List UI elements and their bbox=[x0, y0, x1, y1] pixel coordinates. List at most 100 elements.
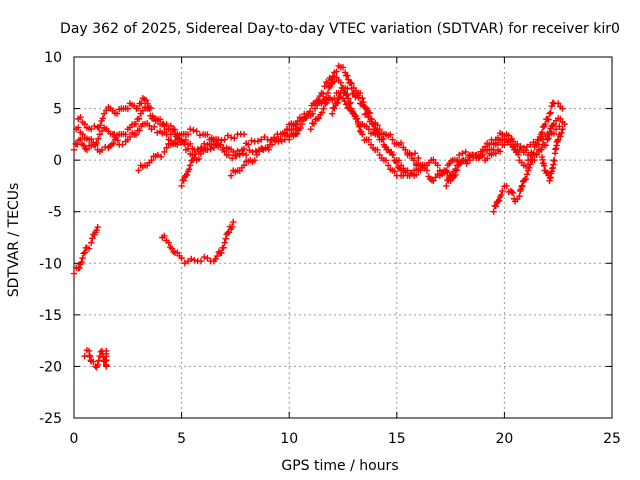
data-point bbox=[124, 105, 131, 112]
data-point bbox=[343, 101, 350, 108]
data-point bbox=[183, 171, 191, 179]
data-point bbox=[193, 128, 200, 135]
data-point bbox=[465, 152, 473, 160]
data-point bbox=[561, 120, 568, 128]
data-point bbox=[329, 110, 336, 117]
data-point bbox=[432, 174, 439, 181]
data-point bbox=[113, 110, 121, 117]
data-point bbox=[230, 148, 237, 156]
data-point bbox=[550, 130, 558, 137]
data-point bbox=[93, 226, 100, 234]
data-point bbox=[70, 146, 78, 154]
data-point bbox=[286, 136, 293, 143]
data-point bbox=[535, 136, 543, 144]
data-point bbox=[236, 151, 243, 159]
data-point bbox=[501, 136, 508, 143]
data-point bbox=[389, 136, 396, 143]
y-tick-label: -10 bbox=[39, 256, 62, 272]
data-point bbox=[298, 120, 306, 128]
data-point bbox=[248, 137, 255, 144]
data-point bbox=[508, 135, 516, 143]
data-point bbox=[161, 232, 168, 240]
data-point bbox=[375, 131, 382, 138]
data-point bbox=[88, 135, 95, 143]
data-point bbox=[135, 115, 143, 122]
data-point bbox=[227, 172, 235, 179]
data-point bbox=[98, 127, 106, 135]
data-point bbox=[165, 239, 172, 246]
data-point bbox=[90, 358, 97, 365]
y-axis-label: SDTVAR / TECUs bbox=[6, 183, 22, 298]
data-point bbox=[514, 140, 521, 148]
data-point bbox=[366, 109, 374, 117]
data-point bbox=[224, 132, 232, 139]
data-point bbox=[344, 72, 351, 79]
data-point bbox=[538, 146, 545, 153]
data-point bbox=[251, 157, 258, 164]
data-point bbox=[98, 146, 106, 154]
data-point bbox=[434, 162, 441, 169]
data-point bbox=[277, 136, 284, 143]
axes-layer bbox=[73, 56, 613, 419]
data-point bbox=[473, 154, 480, 162]
data-point bbox=[142, 96, 150, 104]
data-point bbox=[514, 148, 521, 156]
data-point bbox=[214, 136, 222, 143]
data-point bbox=[171, 126, 178, 133]
data-point bbox=[354, 118, 362, 126]
data-point bbox=[402, 146, 409, 154]
data-point bbox=[518, 183, 525, 190]
data-point bbox=[151, 123, 158, 130]
data-point bbox=[181, 140, 188, 148]
data-point bbox=[339, 64, 347, 71]
data-point bbox=[559, 105, 566, 112]
data-point bbox=[337, 89, 345, 97]
data-point bbox=[462, 148, 469, 156]
data-point bbox=[94, 223, 101, 231]
data-point bbox=[99, 115, 107, 122]
data-point bbox=[102, 143, 109, 151]
data-point bbox=[258, 136, 265, 143]
data-point bbox=[445, 177, 452, 184]
data-point bbox=[75, 124, 82, 131]
y-tick-label: -5 bbox=[48, 205, 62, 221]
data-point bbox=[188, 255, 195, 263]
data-point bbox=[85, 245, 93, 252]
data-point bbox=[459, 150, 466, 157]
data-point bbox=[97, 122, 104, 129]
y-tick-label: 5 bbox=[53, 102, 62, 118]
data-point bbox=[329, 73, 336, 80]
data-point bbox=[78, 258, 85, 266]
data-point bbox=[337, 79, 345, 86]
ticks-layer: 0 5 10 15 20 25 -25 -20 -15 -10 -5 0 5 10 bbox=[39, 50, 621, 447]
data-point bbox=[546, 128, 553, 136]
data-point bbox=[79, 131, 86, 138]
data-point bbox=[336, 93, 343, 101]
data-point bbox=[111, 136, 119, 143]
data-point bbox=[187, 126, 194, 133]
data-point bbox=[476, 153, 483, 161]
data-point bbox=[195, 155, 203, 163]
data-point bbox=[492, 150, 499, 157]
data-point bbox=[254, 137, 262, 145]
data-point bbox=[365, 136, 373, 143]
data-point bbox=[460, 156, 467, 164]
data-point bbox=[174, 249, 181, 256]
data-point bbox=[266, 141, 274, 148]
data-point bbox=[207, 145, 214, 153]
data-point bbox=[81, 249, 88, 256]
data-point bbox=[496, 148, 504, 155]
data-point bbox=[522, 175, 530, 183]
data-point bbox=[365, 126, 373, 133]
data-point bbox=[331, 95, 338, 102]
data-point bbox=[222, 235, 229, 242]
data-point bbox=[225, 151, 233, 159]
data-point bbox=[76, 264, 83, 271]
data-point bbox=[240, 131, 248, 138]
data-point bbox=[145, 104, 152, 112]
data-point bbox=[367, 115, 375, 123]
data-point bbox=[148, 156, 155, 164]
data-point bbox=[532, 140, 539, 148]
data-point bbox=[531, 156, 538, 164]
data-point bbox=[240, 162, 248, 169]
